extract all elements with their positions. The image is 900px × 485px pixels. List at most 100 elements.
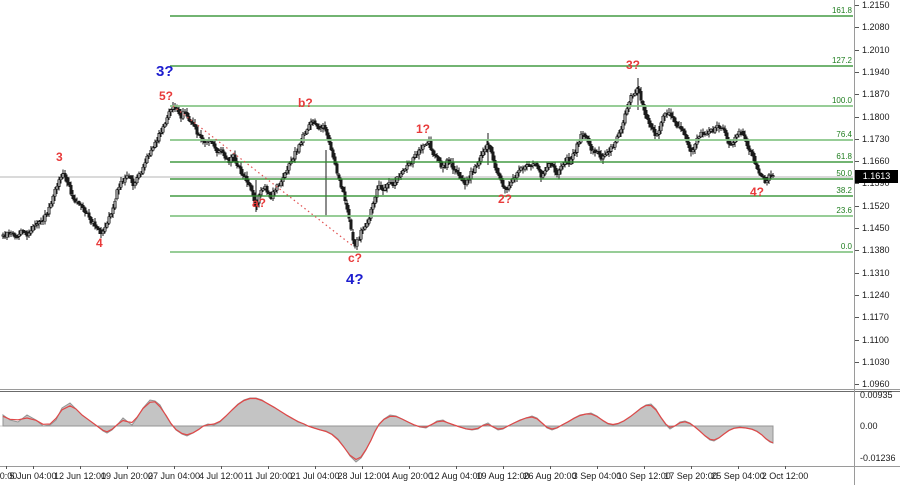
price-axis-label: 1.1590 (862, 178, 890, 189)
time-axis-tick (80, 466, 81, 469)
price-axis-label: 1.1100 (862, 334, 889, 345)
wave-label-cq[interactable]: c? (348, 251, 363, 265)
price-axis-label: 1.1240 (862, 289, 890, 300)
time-axis-label: 27 Jun 04:00 (147, 471, 201, 481)
fib-level-label: 0.0 (840, 242, 852, 251)
price-axis-label: 1.1660 (862, 156, 890, 167)
price-axis-tick (855, 294, 859, 296)
price-axis-label: 1.2150 (862, 0, 890, 10)
time-axis-tick (644, 466, 645, 469)
price-axis-label: 1.1310 (862, 267, 890, 278)
time-axis-label: 3 Sep 04:00 (572, 471, 622, 481)
time-axis-tick (127, 466, 128, 469)
indicator-axis-label: 0.00 (860, 421, 878, 431)
fib-level-label: 76.4 (836, 130, 852, 139)
fib-level-label: 38.2 (836, 186, 852, 195)
time-axis-label: 11 Jul 20:00 (243, 471, 293, 481)
price-axis-label: 1.0960 (862, 379, 890, 390)
time-axis-tick (409, 466, 410, 469)
time-axis-label: 4 Jul 12:00 (198, 471, 244, 481)
price-axis-label: 1.2010 (862, 44, 890, 55)
price-axis-tick (855, 361, 859, 363)
time-axis-label: 10 Sep 12:00 (617, 471, 671, 481)
time-axis-label: 28 Jul 12:00 (337, 471, 387, 481)
time-axis-label: 26 Aug 20:00 (523, 471, 577, 481)
price-axis-tick (855, 183, 859, 185)
wave-label-5q[interactable]: 5? (159, 89, 174, 103)
time-axis-tick (597, 466, 598, 469)
price-axis-tick (855, 205, 859, 207)
indicator-time-separator (0, 466, 900, 467)
price-axis-border (854, 0, 855, 485)
time-axis-label: 5 Jun 04:00 (9, 471, 57, 481)
indicator-signal-line (2, 397, 774, 461)
wave-label-aq[interactable]: a? (252, 196, 267, 210)
fib-level-label: 61.8 (836, 152, 852, 161)
time-axis-tick (6, 466, 7, 469)
chart-indicator-separator[interactable] (0, 389, 900, 390)
time-axis-tick (268, 466, 269, 469)
indicator-axis-label: -0.01236 (860, 453, 896, 463)
price-axis-tick (855, 94, 859, 96)
fib-level-label: 50.0 (836, 169, 852, 178)
time-axis-tick (362, 466, 363, 469)
time-axis-label: 20:00 (0, 471, 18, 481)
wave-label-3[interactable]: 3 (56, 150, 63, 164)
time-axis-label: 12 Aug 04:00 (429, 471, 483, 481)
time-axis-label: 17 Sep 20:00 (664, 471, 718, 481)
current-price-badge: 1.1613 (855, 170, 898, 183)
price-axis-tick (855, 384, 859, 386)
price-axis-tick (855, 5, 859, 6)
fib-level-label: 23.6 (836, 206, 852, 215)
time-axis-label: 4 Aug 20:00 (384, 471, 434, 481)
indicator-histogram-area (2, 397, 774, 463)
indicator-axis-label: 0.00935 (860, 390, 893, 400)
time-axis-tick (221, 466, 222, 469)
time-axis-label: 19 Aug 12:00 (476, 471, 530, 481)
wave-label-4[interactable]: 4 (96, 236, 103, 250)
price-axis-label: 1.1870 (862, 89, 890, 100)
indicator-panel-canvas[interactable] (0, 392, 854, 466)
chart-indicator-separator-inner (0, 391, 900, 392)
price-axis-tick (855, 161, 859, 163)
time-axis-tick (174, 466, 175, 469)
time-axis-tick (503, 466, 504, 469)
wave-label-3q[interactable]: 3? (626, 58, 641, 72)
price-axis-tick (855, 27, 859, 29)
wave-label-4q[interactable]: 4? (750, 185, 765, 199)
candles (1, 78, 775, 250)
wave-label-1q[interactable]: 1? (416, 122, 431, 136)
price-axis-label: 1.1030 (862, 356, 890, 367)
time-axis-tick (785, 466, 786, 469)
price-axis-label: 1.1800 (862, 111, 890, 122)
price-axis-tick (855, 71, 859, 73)
fib-level-label: 100.0 (831, 96, 852, 105)
price-axis-label: 1.1380 (862, 245, 890, 256)
price-chart-canvas[interactable] (0, 0, 854, 390)
time-axis-label: 21 Jul 04:00 (290, 471, 340, 481)
price-axis-tick (855, 272, 859, 274)
wave-label-2q[interactable]: 2? (498, 192, 513, 206)
time-axis-label: 2 Oct 12:00 (761, 471, 809, 481)
price-axis-label: 1.1170 (862, 312, 889, 323)
price-axis-label: 1.1450 (862, 223, 890, 233)
dotted-trendline[interactable] (172, 105, 354, 247)
time-axis-tick (456, 466, 457, 469)
wave-label-bq[interactable]: b? (298, 96, 313, 110)
time-axis-tick (691, 466, 692, 469)
wave-label-3q[interactable]: 3? (156, 63, 174, 80)
time-axis-label: 25 Sep 04:00 (711, 471, 765, 481)
price-axis-tick (855, 250, 859, 252)
price-axis-label: 1.1730 (862, 133, 890, 144)
time-axis-tick (315, 466, 316, 469)
price-axis-tick (855, 138, 859, 140)
time-axis-label: 19 Jun 20:00 (100, 471, 154, 481)
wave-label-4q[interactable]: 4? (346, 271, 364, 288)
price-axis-tick (855, 228, 859, 229)
price-axis-tick (855, 317, 859, 319)
time-axis-tick (33, 466, 34, 469)
price-axis-tick (855, 116, 859, 118)
time-axis-tick (550, 466, 551, 469)
fib-level-label: 127.2 (831, 56, 852, 65)
